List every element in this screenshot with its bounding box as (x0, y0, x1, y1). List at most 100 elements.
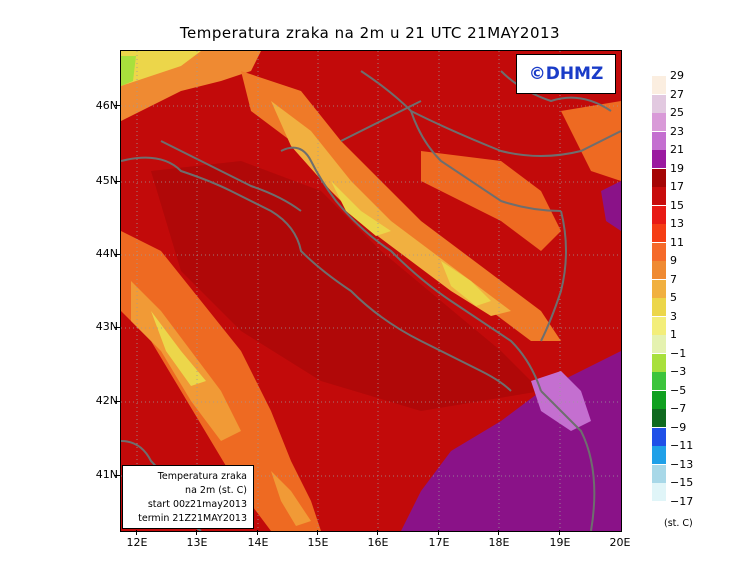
legend-swatch (652, 483, 666, 501)
legend-label: 1 (670, 328, 677, 341)
lat-tick (114, 401, 120, 402)
lon-label: 16E (367, 536, 389, 549)
legend-swatch (652, 427, 666, 446)
lon-tick (196, 530, 197, 535)
apennines-peaks (151, 311, 206, 386)
bosnia-highlands (421, 151, 561, 251)
legend-swatch (652, 242, 666, 261)
coastlines (121, 70, 621, 531)
legend-label: 25 (670, 106, 684, 119)
dinaric-warm-band (241, 71, 561, 341)
lat-tick (114, 475, 120, 476)
lon-tick (438, 530, 439, 535)
lat-label: 42N (95, 394, 118, 407)
legend-label: 27 (670, 87, 684, 101)
lon-tick (498, 530, 499, 535)
legend-swatch (652, 261, 666, 279)
legend-label: −5 (670, 383, 687, 397)
lon-label: 19E (549, 536, 571, 549)
temperature-map (120, 50, 622, 532)
legend-swatch (652, 335, 666, 353)
lon-label: 13E (186, 536, 208, 549)
lat-tick (114, 181, 120, 182)
sea-region (151, 161, 541, 411)
legend-swatch (652, 94, 666, 113)
legend-label: 11 (670, 235, 684, 249)
legend-label: −7 (670, 402, 687, 415)
calabria-band (271, 471, 311, 526)
legend-swatch (652, 168, 666, 187)
legend-swatch (652, 279, 666, 298)
legend-swatch (652, 464, 666, 483)
lon-label: 20E (609, 536, 631, 549)
info-line: termin 21Z21MAY2013 (138, 513, 247, 524)
legend-label: 19 (670, 161, 684, 175)
legend-swatch (652, 187, 666, 205)
info-line: na 2m (st. C) (185, 485, 247, 496)
serbia-warm-spot (601, 181, 621, 231)
legend-swatch (652, 446, 666, 464)
alps-peaks (121, 51, 201, 86)
legend-label: −1 (670, 346, 687, 360)
legend-swatch (652, 409, 666, 427)
lon-tick (559, 530, 560, 535)
legend-swatch (652, 224, 666, 242)
legend-label: 13 (670, 217, 684, 230)
lat-label: 41N (95, 468, 118, 481)
legend-swatch (652, 205, 666, 224)
lat-label: 44N (95, 247, 118, 260)
lon-tick (257, 530, 258, 535)
lat-tick (114, 254, 120, 255)
legend-label: 3 (670, 309, 677, 323)
lon-tick (317, 530, 318, 535)
graticule (121, 51, 621, 531)
legend-swatch (652, 76, 666, 94)
lon-label: 15E (307, 536, 329, 549)
legend-swatch (652, 150, 666, 168)
legend-label: −17 (670, 494, 694, 508)
legend-swatch (652, 113, 666, 131)
legend-label: 29 (670, 69, 684, 82)
legend-label: 5 (670, 291, 677, 304)
legend-label: −11 (670, 439, 694, 452)
lat-label: 45N (95, 174, 118, 187)
dinaric-peaks-south (441, 261, 491, 306)
lon-label: 14E (247, 536, 269, 549)
map-title: Temperatura zraka na 2m u 21 UTC 21MAY20… (179, 24, 561, 42)
serbia-highlands (561, 101, 621, 181)
legend-swatch (652, 131, 666, 150)
legend-label: 7 (670, 272, 677, 286)
info-box: Temperatura zraka na 2m (st. C) start 00… (122, 465, 254, 529)
legend-label: 17 (670, 180, 684, 193)
info-line: Temperatura zraka (157, 471, 247, 482)
legend-label: 9 (670, 254, 677, 267)
lon-label: 17E (428, 536, 450, 549)
dinaric-peaks-north (331, 181, 391, 236)
balkan-hot-spot (531, 371, 591, 431)
legend-label: −13 (670, 457, 694, 471)
legend-label: 15 (670, 198, 684, 212)
legend-label: 21 (670, 143, 684, 156)
info-line: start 00z21may2013 (147, 499, 247, 510)
legend-swatch (652, 298, 666, 316)
temperature-field (121, 51, 621, 531)
lat-tick (114, 105, 120, 106)
lat-label: 43N (95, 320, 118, 333)
lat-tick (114, 327, 120, 328)
lon-label: 18E (488, 536, 510, 549)
legend-label: −15 (670, 476, 694, 489)
lon-label: 12E (126, 536, 148, 549)
legend-swatch (652, 372, 666, 390)
lon-tick (136, 530, 137, 535)
legend-swatch (652, 316, 666, 335)
legend-label: −9 (670, 420, 687, 434)
legend-unit: (st. C) (664, 518, 693, 529)
legend-swatch (652, 353, 666, 372)
dinaric-cool-band (271, 101, 511, 316)
dhmz-logo: ©DHMZ (516, 54, 616, 94)
lat-label: 46N (95, 99, 118, 112)
alps-cold-spot (121, 56, 136, 86)
legend-swatch (652, 390, 666, 409)
legend-label: 23 (670, 124, 684, 138)
apennines-warm-band (121, 231, 321, 531)
